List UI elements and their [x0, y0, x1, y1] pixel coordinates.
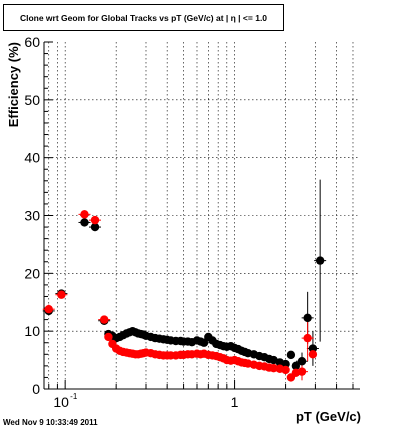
data-point-series-2 [57, 290, 66, 299]
axes [43, 41, 360, 390]
y-tick-label: 20 [24, 265, 40, 281]
data-point-series-1 [297, 357, 307, 366]
y-tick-label: 40 [24, 150, 40, 166]
x-tick-label: 1 [231, 394, 239, 410]
data-points [44, 210, 325, 382]
data-point-series-2 [90, 215, 100, 225]
data-point-series-1 [199, 338, 209, 347]
data-point-series-2 [269, 363, 278, 373]
data-point-series-2 [303, 333, 312, 343]
y-tick-label: 30 [24, 208, 40, 224]
y-tick-label: 60 [24, 34, 40, 50]
data-point-series-1 [315, 256, 325, 265]
y-tick-label: 10 [24, 323, 40, 339]
y-tick-label: 0 [32, 381, 40, 397]
data-point-series-1 [80, 218, 89, 227]
chart-title-box: Clone wrt Geom for Global Tracks vs pT (… [3, 4, 284, 31]
x-tick-label: 10 [53, 394, 69, 410]
data-point-series-2 [100, 315, 109, 324]
data-point-series-1 [303, 313, 312, 323]
timestamp-label: Wed Nov 9 10:33:49 2011 [3, 418, 98, 427]
data-point-series-2 [104, 332, 113, 342]
data-point-series-2 [297, 367, 307, 376]
data-point-series-2 [44, 304, 53, 314]
x-axis-title: pT (GeV/c) [296, 409, 361, 424]
data-point-series-1 [308, 344, 318, 353]
data-point-series-1 [281, 359, 290, 369]
data-point-series-2 [80, 210, 89, 219]
error-bars [42, 179, 327, 381]
chart-title: Clone wrt Geom for Global Tracks vs pT (… [19, 12, 268, 23]
data-point-series-2 [308, 350, 318, 359]
data-point-series-1 [291, 361, 301, 371]
data-point-series-1 [286, 350, 296, 360]
y-axis-title: Efficiency (%) [6, 42, 21, 127]
x-tick-exponent: -1 [70, 392, 78, 401]
y-tick-label: 50 [24, 92, 40, 108]
data-point-series-2 [281, 365, 290, 375]
data-point-series-1 [90, 222, 100, 232]
